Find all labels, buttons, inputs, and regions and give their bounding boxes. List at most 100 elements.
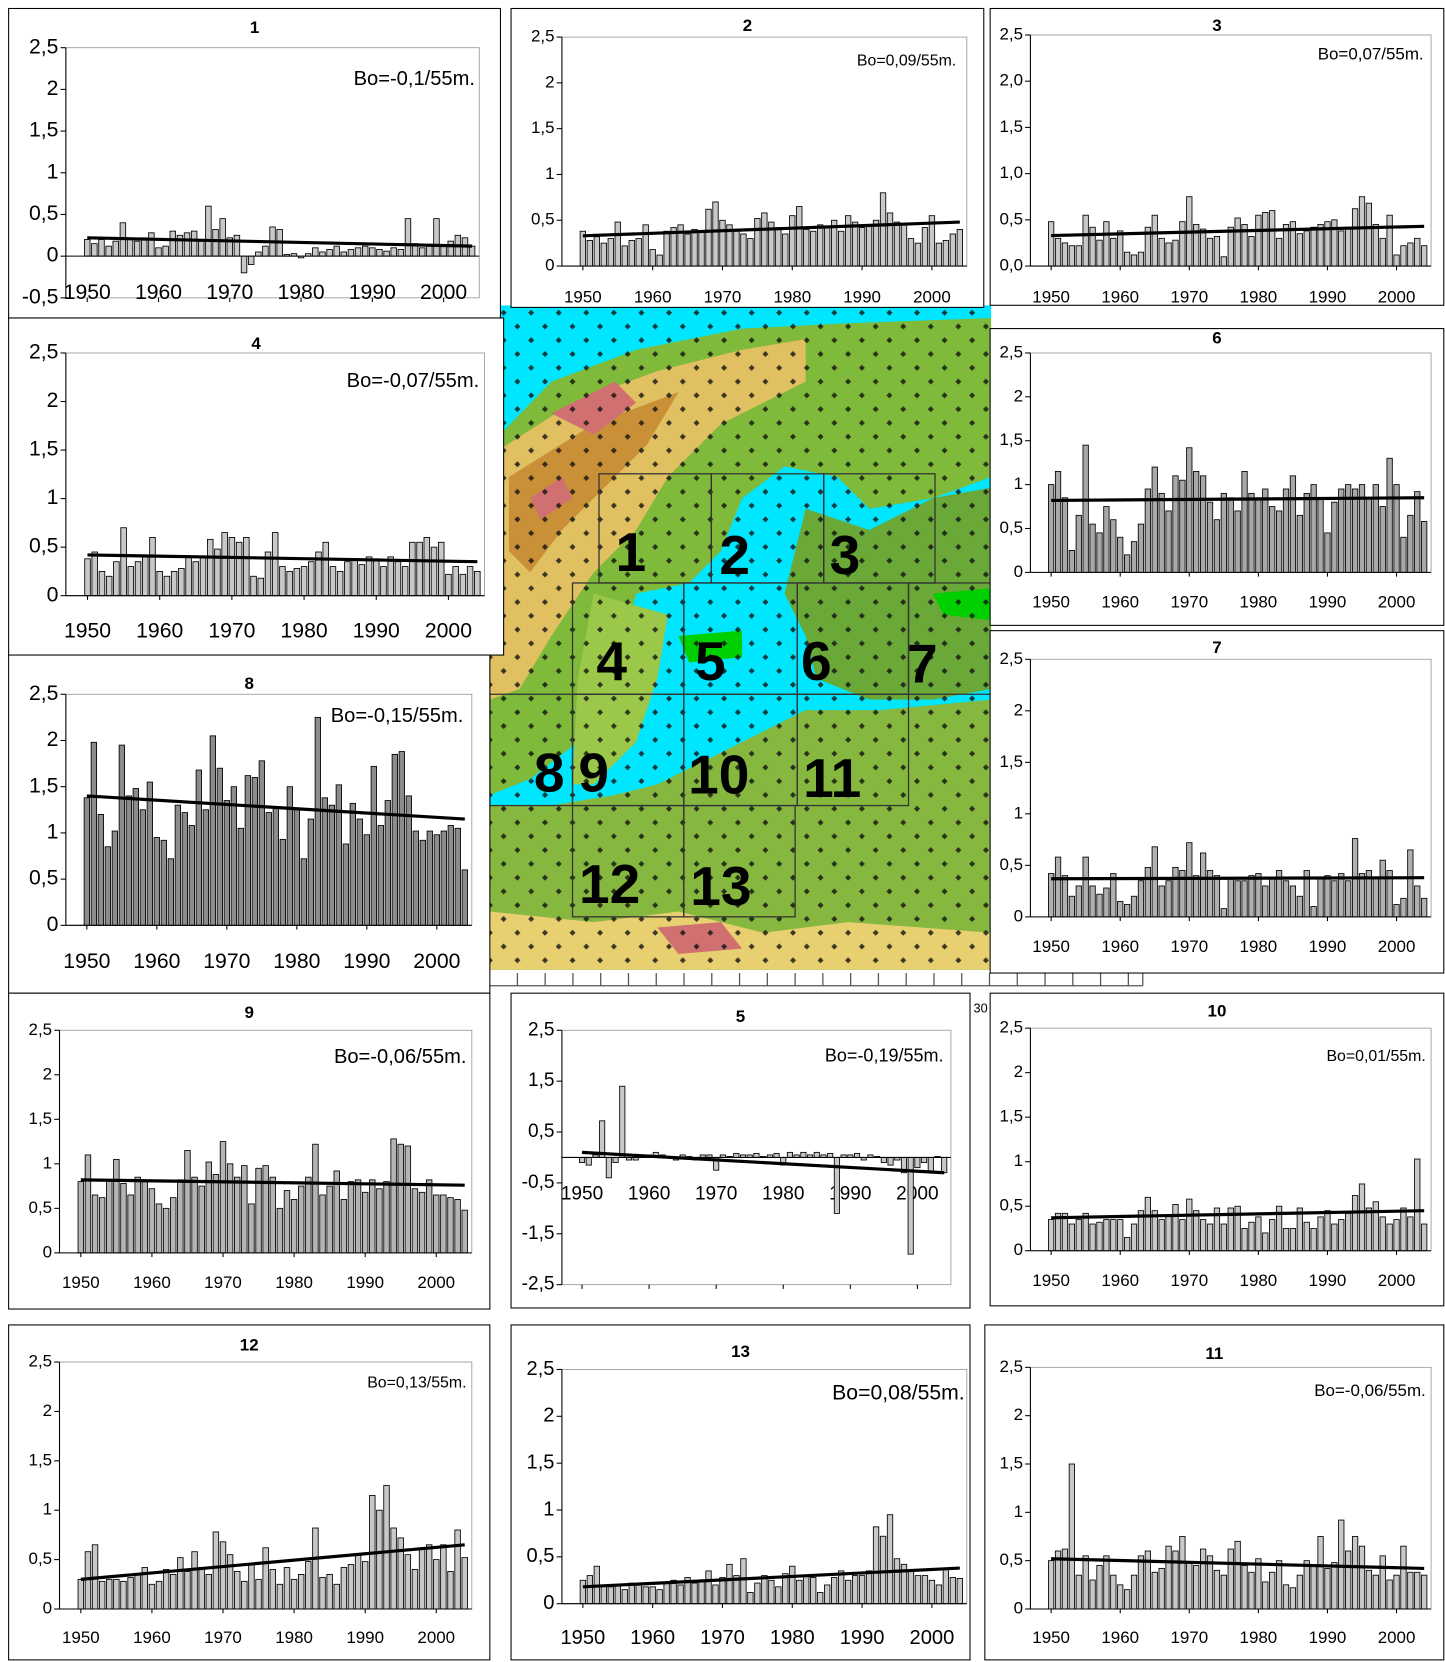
y-tick-label: 1,5 [29, 119, 58, 142]
bar [1311, 227, 1316, 266]
bar [1339, 231, 1344, 266]
bar [106, 1180, 112, 1253]
bar [1097, 240, 1102, 266]
bar [242, 1581, 248, 1609]
bar [186, 557, 192, 596]
bar [434, 1560, 440, 1609]
y-tick-label: 1,5 [531, 118, 555, 137]
bar [135, 1177, 141, 1253]
bar [92, 244, 98, 257]
bar [427, 246, 433, 256]
y-tick-label: 0 [1014, 906, 1023, 925]
trend-annotation: Bo=-0,19/55m. [825, 1046, 944, 1066]
bar [170, 1198, 176, 1253]
bar [398, 1144, 404, 1253]
chart-panel: 30,00,51,01,52,02,5195019601970198019902… [990, 8, 1444, 306]
bar [258, 578, 264, 595]
bar [1207, 502, 1212, 572]
bar [1332, 881, 1337, 917]
bar [135, 562, 141, 596]
bar [364, 835, 369, 926]
figure: 30123456789101112131-0,500,511,522,51950… [0, 0, 1445, 1662]
bar [1124, 1590, 1129, 1609]
bar [248, 256, 254, 264]
y-tick-label: 0 [43, 1242, 52, 1261]
bar [330, 567, 336, 596]
bar [1373, 224, 1378, 266]
bar [1221, 257, 1226, 266]
bar [189, 826, 194, 926]
bar [1352, 1196, 1357, 1251]
bar [78, 1579, 84, 1609]
region-label: 6 [801, 630, 832, 692]
bar [854, 1153, 859, 1157]
bar [866, 1571, 871, 1604]
bar [427, 831, 432, 925]
bar [413, 831, 418, 925]
bar [1421, 898, 1426, 917]
bar [127, 239, 133, 256]
bar [1345, 227, 1350, 266]
bar [1228, 1549, 1233, 1609]
bar [192, 1552, 198, 1609]
bar [734, 1153, 739, 1157]
bar [699, 231, 704, 266]
bar [1180, 222, 1185, 266]
bar [334, 246, 340, 256]
bar [366, 557, 372, 596]
x-tick-label: 1990 [1309, 1628, 1347, 1647]
bar [804, 1576, 809, 1604]
bar [113, 241, 119, 256]
bar [650, 250, 655, 266]
bar [121, 1581, 127, 1609]
bar [441, 1195, 447, 1253]
bar [236, 542, 242, 595]
bar [943, 240, 948, 266]
bar [936, 1585, 941, 1604]
bar [1283, 1585, 1288, 1609]
bar [1387, 1224, 1392, 1251]
bar [831, 1577, 836, 1603]
bar [306, 1177, 312, 1253]
x-tick-label: 1970 [204, 1273, 242, 1292]
bar [1318, 1217, 1323, 1251]
bar [1090, 886, 1095, 917]
y-tick-label: 0 [47, 244, 59, 267]
bar [1359, 1546, 1364, 1609]
y-tick-label: 2 [47, 728, 59, 751]
bar [341, 1568, 347, 1609]
bar [1166, 1546, 1171, 1609]
bar [1380, 1556, 1385, 1609]
bar [650, 1587, 655, 1604]
bar [412, 1189, 418, 1253]
bar [336, 785, 341, 925]
bar [1249, 1572, 1254, 1609]
bar [1194, 471, 1199, 572]
bar [1297, 896, 1302, 917]
x-tick-label: 1970 [700, 1627, 745, 1649]
y-tick-label: 2,5 [527, 1358, 555, 1380]
y-tick-label: -0,5 [22, 285, 59, 308]
y-tick-label: 0 [1014, 1598, 1023, 1617]
bar [811, 231, 816, 266]
bar [184, 233, 190, 256]
bar [1249, 236, 1254, 266]
bar [355, 1180, 361, 1253]
bar [323, 542, 329, 595]
page: {"chart_data": [ {"type": "bar", "title"… [0, 0, 1445, 1662]
x-tick-label: 1990 [349, 281, 396, 304]
bar [388, 557, 394, 596]
bar [828, 1153, 833, 1157]
y-tick-label: 0,5 [999, 1196, 1023, 1215]
bar [301, 859, 306, 926]
bar [1318, 224, 1323, 266]
x-tick-label: 2000 [417, 1273, 455, 1292]
bar [348, 249, 354, 256]
y-tick-label: 1 [545, 164, 554, 183]
bar [1104, 1220, 1109, 1251]
y-tick-label: 2 [543, 1405, 554, 1427]
bar [921, 1157, 926, 1162]
bar [1187, 1199, 1192, 1251]
y-tick-label: 1,5 [29, 1450, 53, 1469]
bar [1097, 1566, 1102, 1610]
